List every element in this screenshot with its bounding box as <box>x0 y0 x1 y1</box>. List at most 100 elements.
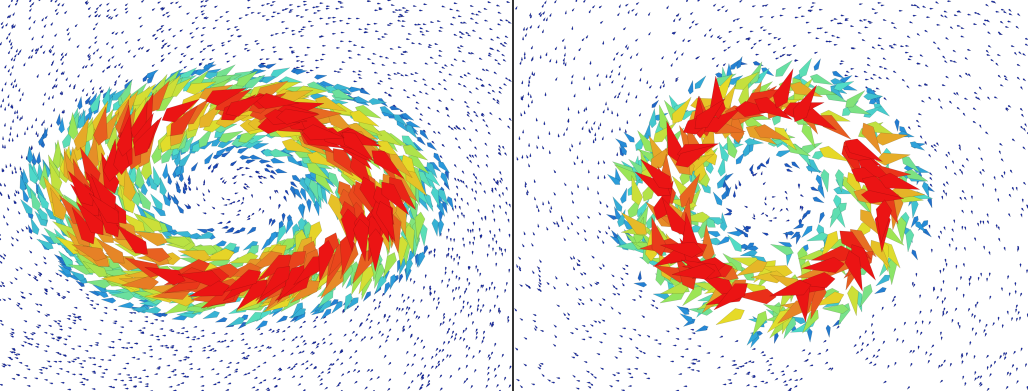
arrow <box>81 377 86 380</box>
arrow <box>290 338 295 342</box>
arrow <box>22 319 28 323</box>
arrow <box>358 28 364 31</box>
arrow <box>211 168 215 173</box>
arrow <box>135 357 141 361</box>
arrow <box>249 154 263 160</box>
arrow <box>360 338 364 343</box>
arrow <box>442 320 445 326</box>
arrow <box>498 148 502 153</box>
arrow <box>239 332 245 335</box>
arrow <box>187 44 192 48</box>
arrow <box>38 0 41 2</box>
arrow <box>384 339 388 344</box>
arrow <box>457 178 461 183</box>
arrow <box>235 28 241 32</box>
arrow <box>494 251 497 257</box>
arrow <box>61 55 65 59</box>
arrow <box>458 30 464 34</box>
arrow <box>116 372 122 376</box>
arrow <box>264 167 272 173</box>
arrow <box>356 370 361 374</box>
arrow <box>388 22 394 25</box>
arrow <box>7 102 10 107</box>
arrow <box>269 4 275 7</box>
arrow <box>384 91 389 95</box>
arrow <box>448 73 454 76</box>
arrow <box>44 15 49 20</box>
arrow <box>405 38 411 41</box>
arrow <box>376 2 382 5</box>
arrow <box>221 178 226 183</box>
arrow <box>43 292 48 295</box>
arrow <box>88 303 94 307</box>
arrow <box>453 237 456 243</box>
arrow <box>403 89 407 92</box>
arrow <box>161 334 167 337</box>
arrow <box>49 49 53 54</box>
arrow <box>84 0 88 4</box>
arrow <box>395 319 399 323</box>
arrow <box>1 283 6 288</box>
arrow <box>453 2 459 5</box>
arrow <box>402 299 406 304</box>
arrow <box>274 33 279 36</box>
arrow <box>0 237 2 241</box>
arrow <box>491 281 494 287</box>
arrow <box>82 328 88 331</box>
arrow <box>186 12 191 15</box>
arrow <box>108 15 112 19</box>
arrow <box>415 101 421 105</box>
arrow <box>327 333 332 337</box>
arrow <box>132 376 138 379</box>
arrow <box>423 364 427 369</box>
arrow <box>373 306 377 311</box>
arrow <box>407 296 410 301</box>
arrow <box>106 13 110 18</box>
arrow <box>127 49 132 53</box>
arrow <box>311 352 315 356</box>
arrow <box>58 367 64 370</box>
arrow <box>453 221 456 227</box>
arrow <box>167 173 173 186</box>
arrow <box>494 374 497 378</box>
arrow <box>414 71 420 74</box>
arrow <box>160 53 165 58</box>
arrow <box>341 61 347 64</box>
arrow <box>453 58 459 62</box>
arrow <box>199 329 205 332</box>
arrow <box>325 22 331 25</box>
arrow <box>140 46 145 50</box>
arrow <box>245 159 256 164</box>
arrow <box>52 360 58 363</box>
arrow <box>433 130 437 135</box>
arrow <box>455 286 458 292</box>
arrow <box>447 228 450 234</box>
arrow <box>373 71 379 74</box>
arrow <box>482 330 486 336</box>
arrow <box>438 70 444 74</box>
arrow <box>454 312 457 318</box>
arrow <box>230 160 238 166</box>
arrow <box>68 83 72 88</box>
arrow <box>503 83 508 87</box>
arrow <box>162 13 167 17</box>
arrow <box>383 354 387 359</box>
arrow <box>167 44 172 48</box>
arrow <box>20 227 24 232</box>
arrow <box>11 24 15 29</box>
arrow <box>14 53 17 58</box>
arrow <box>58 328 64 331</box>
arrow <box>31 35 35 41</box>
arrow <box>418 42 423 45</box>
arrow <box>503 376 507 382</box>
arrow <box>215 381 221 384</box>
arrow <box>504 248 507 254</box>
arrow <box>321 44 327 47</box>
arrow <box>498 205 502 210</box>
arrow <box>495 383 499 389</box>
arrow <box>141 326 147 330</box>
arrow <box>91 363 97 366</box>
arrow <box>99 55 103 59</box>
arrow <box>442 312 446 318</box>
arrow <box>476 307 479 313</box>
